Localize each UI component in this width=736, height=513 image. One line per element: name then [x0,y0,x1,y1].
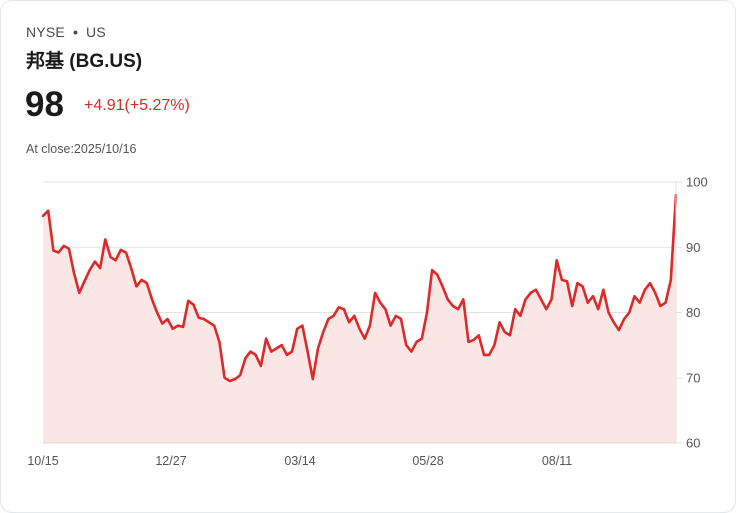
y-tick-label: 90 [686,240,700,255]
exchange-label: NYSE [26,24,65,40]
region-label: US [86,24,106,40]
stock-price: 98 [25,85,64,124]
x-axis-labels: 10/15 12/27 03/14 05/28 08/11 [27,454,572,468]
y-tick-label: 80 [686,305,700,320]
x-tick-label: 12/27 [155,454,186,468]
x-tick-label: 08/11 [542,454,572,468]
price-line[interactable] [41,193,678,383]
y-tick-label: 60 [686,436,700,451]
y-tick-label: 100 [686,175,708,190]
exchange-info: NYSE • US [26,24,106,40]
close-timestamp: At close:2025/10/16 [26,142,137,156]
price-area-fill [43,195,676,443]
separator-dot: • [72,24,79,40]
price-change: +4.91(+5.27%) [84,97,190,114]
x-tick-label: 10/15 [27,454,58,468]
x-tick-label: 03/14 [284,454,315,468]
y-tick-label: 70 [686,370,700,385]
x-tick-label: 05/28 [412,454,443,468]
stock-title: 邦基 (BG.US) [26,51,143,72]
y-axis-labels: 100 90 80 70 60 [686,175,708,451]
